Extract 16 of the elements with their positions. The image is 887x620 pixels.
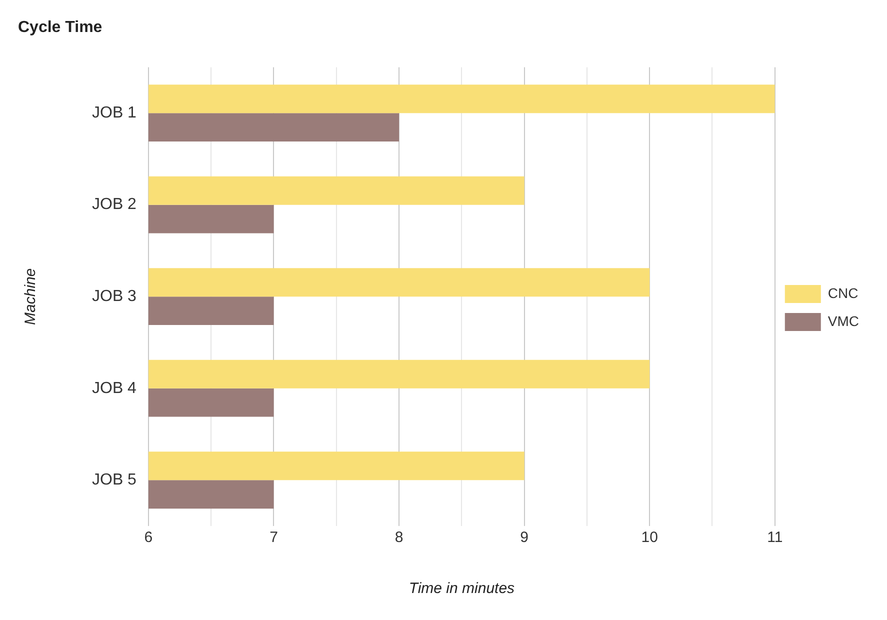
y-tick-label: JOB 2 bbox=[92, 196, 137, 214]
x-tick-label: 8 bbox=[394, 529, 404, 546]
y-tick-label: JOB 5 bbox=[92, 472, 137, 489]
chart-title: Cycle Time bbox=[18, 19, 102, 36]
y-tick-label: JOB 3 bbox=[92, 288, 137, 306]
legend-label: CNC bbox=[828, 284, 858, 301]
y-tick-label: JOB 4 bbox=[92, 380, 137, 397]
x-tick-label: 11 bbox=[767, 529, 783, 546]
x-tick-label: 6 bbox=[144, 529, 153, 546]
y-tick-label: JOB 1 bbox=[92, 104, 137, 122]
x-axis-title: Time in minutes bbox=[408, 580, 516, 598]
y-axis-title: Machine bbox=[22, 268, 40, 325]
legend-label: VMC bbox=[828, 312, 860, 329]
x-tick-label: 10 bbox=[641, 529, 658, 546]
x-tick-label: 9 bbox=[520, 529, 528, 546]
x-tick-label: 7 bbox=[270, 529, 278, 546]
